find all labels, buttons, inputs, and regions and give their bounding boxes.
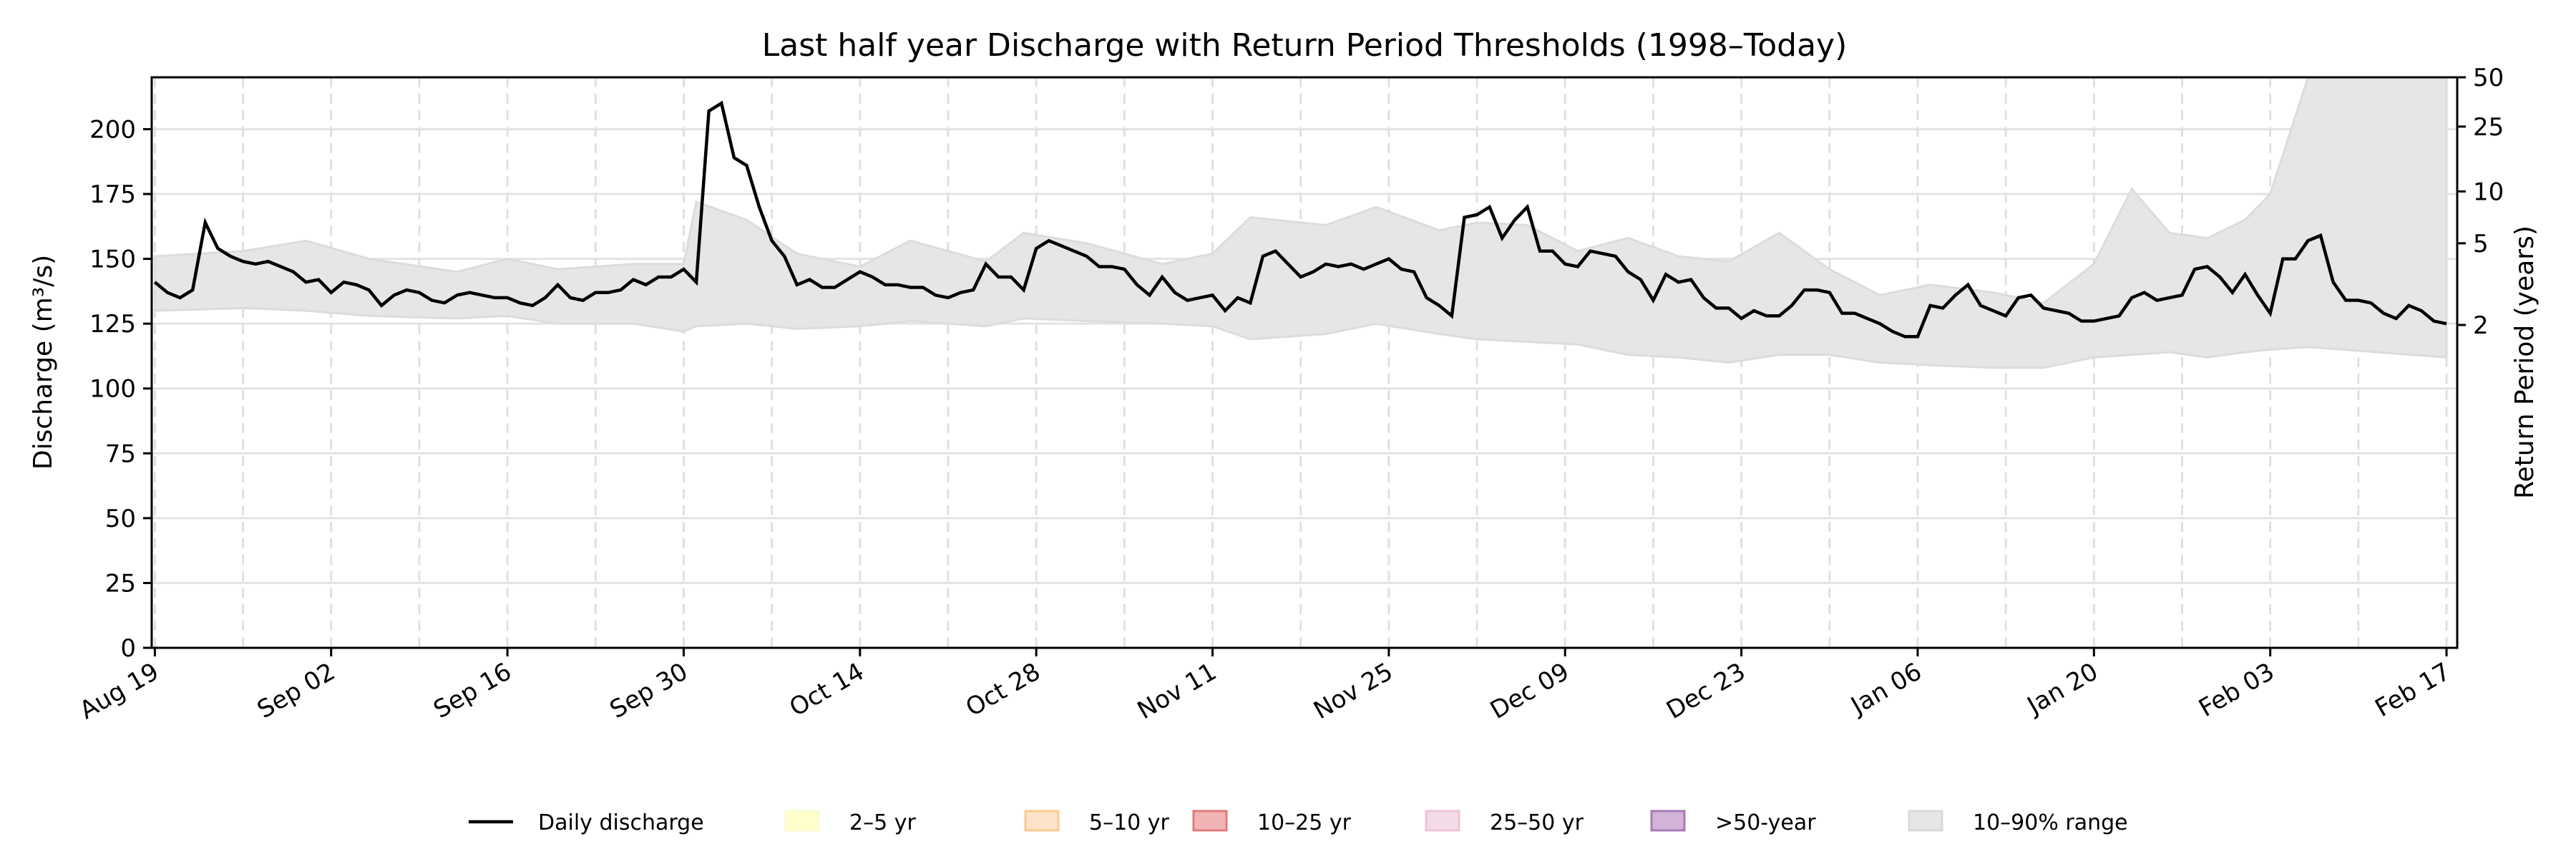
x-tick-label: Nov 25 [1309, 657, 1397, 725]
daily-discharge-line [153, 100, 2447, 339]
y-tick-label: 100 [89, 375, 136, 404]
x-tick-label: Feb 17 [2371, 657, 2456, 723]
y2-tick-label: 5 [2473, 230, 2489, 258]
x-tick-label: Jan 06 [1845, 657, 1927, 721]
x-tick-label: Jan 20 [2021, 657, 2103, 721]
grid [152, 77, 2457, 649]
x-tick-label: Aug 19 [75, 657, 164, 725]
x-tick-label: Dec 09 [1485, 657, 1574, 725]
y-tick-label: 125 [89, 310, 136, 339]
y-tick-label: 200 [89, 115, 136, 144]
x-tick-label: Sep 30 [605, 657, 693, 724]
plot-frame [150, 76, 2459, 649]
y-tick-label: 175 [89, 180, 136, 209]
x-tick-label: Feb 03 [2194, 657, 2279, 723]
legend-label: 10–90% range [1973, 810, 2128, 835]
y-tick-label: 75 [105, 440, 136, 468]
y2-tick-label: 2 [2473, 311, 2489, 340]
y-tick-label: 50 [105, 505, 136, 533]
legend-label: 2–5 yr [849, 810, 916, 835]
legend-label: Daily discharge [538, 810, 704, 835]
legend-patch-swatch [1908, 810, 1943, 832]
y-axis-label: Discharge (m³/s) [29, 255, 58, 470]
y-tick-label: 25 [105, 569, 136, 598]
legend: Daily discharge 2–5 yr 5–10 yr 10–25 yr 25–5… [469, 810, 2128, 835]
range-band [153, 76, 2448, 369]
y2-axis-label: Return Period (years) [2510, 225, 2540, 499]
discharge-series [153, 100, 2447, 339]
x-tick-label: Sep 16 [429, 657, 516, 724]
legend-label: >50-year [1715, 810, 1816, 835]
x-tick-label: Dec 23 [1662, 657, 1750, 725]
legend-label: 5–10 yr [1089, 810, 1170, 835]
x-tick-label: Sep 02 [253, 657, 340, 724]
chart-title: Last half year Discharge with Return Per… [762, 27, 1848, 64]
legend-patch-swatch [1192, 810, 1228, 832]
legend-label: 10–25 yr [1257, 810, 1352, 835]
range-band-area [153, 76, 2448, 369]
legend-patch-swatch [1024, 810, 1060, 832]
y2-tick-label: 50 [2473, 64, 2504, 92]
x-tick-label: Nov 11 [1133, 657, 1221, 725]
legend-patch-swatch [784, 810, 820, 832]
x-tick-label: Oct 28 [961, 657, 1045, 722]
y2-tick-label: 10 [2473, 178, 2504, 206]
y2-tick-label: 25 [2473, 113, 2504, 142]
legend-label: 25–50 yr [1490, 810, 1584, 835]
legend-patch-swatch [1650, 810, 1686, 832]
y-tick-label: 150 [89, 246, 136, 274]
legend-patch-swatch [1425, 810, 1460, 832]
x-tick-label: Oct 14 [785, 657, 869, 722]
y-tick-label: 0 [120, 634, 136, 663]
